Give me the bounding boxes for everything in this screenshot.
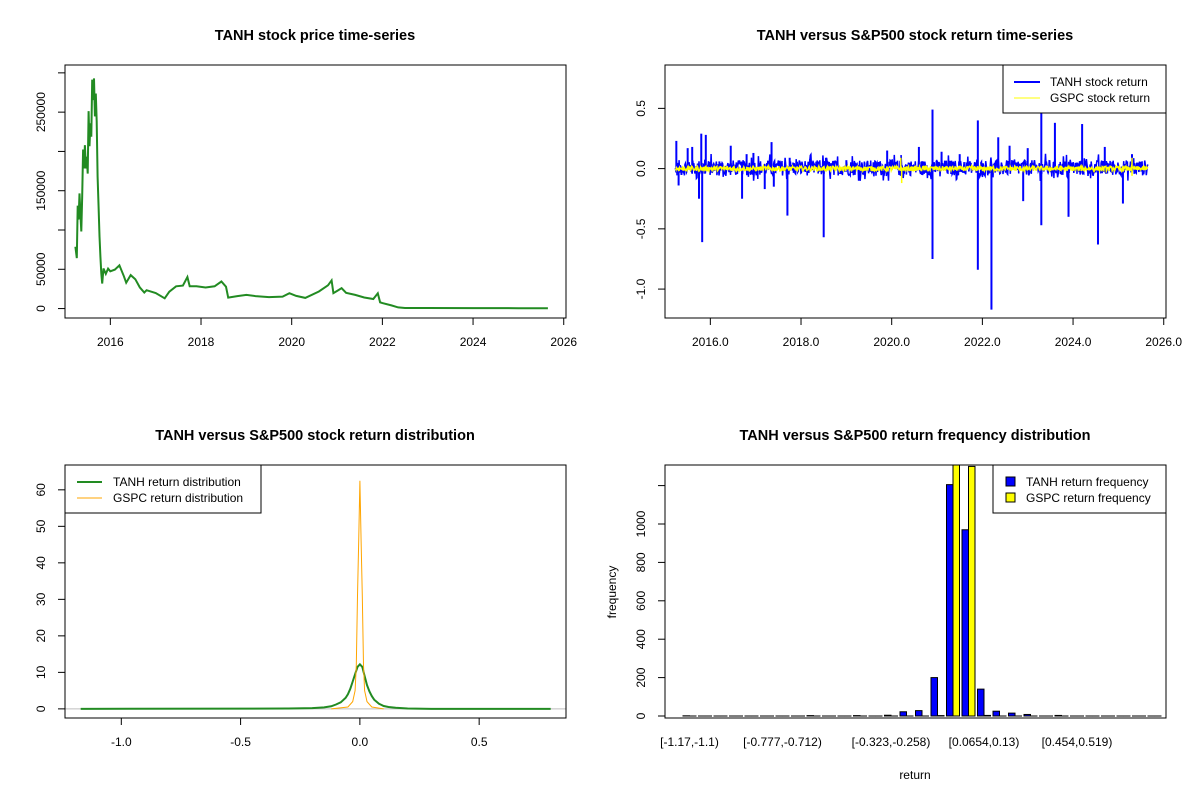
bar-tanh	[899, 711, 907, 717]
axes: 0 200 400 600 800 1000 [-1.17,-1.1) [-0.777,-0.…	[634, 485, 1113, 749]
plot-frame	[664, 464, 1167, 719]
y-tick-label: 60	[34, 483, 48, 497]
x-tick-label: 2018	[188, 335, 215, 349]
y-tick-label: 400	[634, 629, 648, 649]
legend-label: GSPC stock return	[1050, 91, 1150, 105]
plot-area	[74, 78, 548, 310]
axes: 2016 2018 2020 2022 2024 2026 0 50000 150000 2500…	[34, 72, 577, 349]
x-tick-label: 2026.0	[1145, 335, 1182, 349]
x-tick-label: 2024	[460, 335, 487, 349]
legend-box	[1002, 64, 1167, 114]
bar-tanh	[915, 710, 923, 717]
x-tick-label: 2016	[97, 335, 124, 349]
y-tick-label: 0	[34, 705, 48, 712]
chart-title: TANH versus S&P500 return frequency dist…	[739, 428, 1090, 444]
x-tick-label: [-0.323,-0.258)	[852, 735, 931, 749]
y-tick-label: 0.5	[634, 100, 648, 117]
chart-title: TANH stock price time-series	[215, 28, 415, 44]
panel-density: TANH versus S&P500 stock return distribu…	[34, 428, 567, 749]
bar-gspc	[952, 464, 960, 717]
x-tick-label: 2016.0	[692, 335, 729, 349]
legend-label: TANH stock return	[1050, 75, 1148, 89]
x-tick-label: 2024.0	[1055, 335, 1092, 349]
bar-tanh	[1054, 714, 1062, 717]
panel-returns: TANH versus S&P500 stock return time-ser…	[634, 28, 1182, 349]
y-tick-label: 50000	[34, 252, 48, 286]
x-axis-label: return	[899, 768, 930, 782]
y-tick-label: 50	[34, 519, 48, 533]
x-tick-label: 0.5	[471, 735, 488, 749]
legend-box	[64, 464, 262, 514]
x-tick-label: -0.5	[230, 735, 251, 749]
y-tick-label: 0	[634, 712, 648, 719]
y-tick-label: 10	[34, 665, 48, 679]
y-tick-label: 1000	[634, 510, 648, 537]
legend: TANH stock return GSPC stock return	[1002, 64, 1167, 114]
x-tick-label: [-1.17,-1.1)	[660, 735, 719, 749]
y-tick-label: 600	[634, 590, 648, 610]
bar-tanh	[992, 710, 1000, 717]
bar-tanh	[884, 714, 892, 717]
bar-tanh	[961, 529, 969, 717]
legend-swatch-tanh	[1005, 476, 1016, 487]
y-tick-label: 800	[634, 552, 648, 572]
y-tick-label: -0.5	[634, 218, 648, 239]
plot-frame	[64, 464, 567, 719]
bar-tanh	[946, 484, 954, 717]
legend-label: TANH return distribution	[113, 475, 241, 489]
bar-tanh	[977, 688, 985, 717]
density-line-gspc	[331, 480, 384, 710]
plot-area	[674, 109, 1149, 310]
x-tick-label: 2022.0	[964, 335, 1001, 349]
axes: -1.0 -0.5 0.0 0.5 0 10 20 30 40 50 60	[34, 483, 488, 749]
y-tick-label: 0	[34, 305, 48, 312]
x-tick-label: [0.0654,0.13)	[949, 735, 1020, 749]
bar-gspc	[983, 714, 991, 717]
plot-frame	[664, 64, 1167, 319]
series-line-tanh-price	[74, 78, 548, 310]
legend-label: TANH return frequency	[1026, 475, 1149, 489]
series-line-gspc-return	[674, 163, 1149, 174]
x-tick-label: [-0.777,-0.712)	[743, 735, 822, 749]
chart-title: TANH versus S&P500 stock return time-ser…	[757, 28, 1073, 44]
y-tick-label: -1.0	[634, 278, 648, 299]
plot-frame	[64, 64, 567, 319]
x-tick-label: 2018.0	[783, 335, 820, 349]
chart-title: TANH versus S&P500 stock return distribu…	[155, 428, 475, 444]
legend: TANH return distribution GSPC return dis…	[64, 464, 262, 514]
x-tick-label: 2020	[278, 335, 305, 349]
legend: TANH return frequency GSPC return freque…	[992, 464, 1167, 514]
bar-tanh	[1008, 712, 1016, 717]
panel-histogram: TANH versus S&P500 return frequency dist…	[605, 428, 1167, 782]
plot-area	[65, 480, 566, 710]
y-tick-label: 20	[34, 629, 48, 643]
axes: 2016.0 2018.0 2020.0 2022.0 2024.0 2026.0 -1.0…	[634, 100, 1182, 349]
x-tick-label: 0.0	[352, 735, 369, 749]
x-tick-label: [0.454,0.519)	[1042, 735, 1113, 749]
legend-label: GSPC return frequency	[1026, 491, 1151, 505]
legend-box	[992, 464, 1167, 514]
x-tick-label: 2022	[369, 335, 396, 349]
panel-price: TANH stock price time-series 2016 2018 202…	[34, 28, 577, 349]
bar-tanh	[1023, 713, 1031, 717]
y-tick-label: 30	[34, 592, 48, 606]
x-tick-label: 2020.0	[873, 335, 910, 349]
bar-gspc	[968, 465, 976, 717]
y-tick-label: 40	[34, 556, 48, 570]
x-tick-label: -1.0	[111, 735, 132, 749]
y-tick-label: 200	[634, 667, 648, 687]
x-tick-label: 2026	[550, 335, 577, 349]
density-line-tanh	[80, 662, 551, 710]
legend-label: GSPC return distribution	[113, 491, 243, 505]
y-tick-label: 150000	[34, 170, 48, 210]
legend-swatch-gspc	[1005, 492, 1016, 503]
y-tick-label: 0.0	[634, 160, 648, 177]
y-tick-label: 250000	[34, 92, 48, 132]
bar-tanh	[930, 677, 938, 717]
y-axis-label: frequency	[605, 566, 619, 619]
